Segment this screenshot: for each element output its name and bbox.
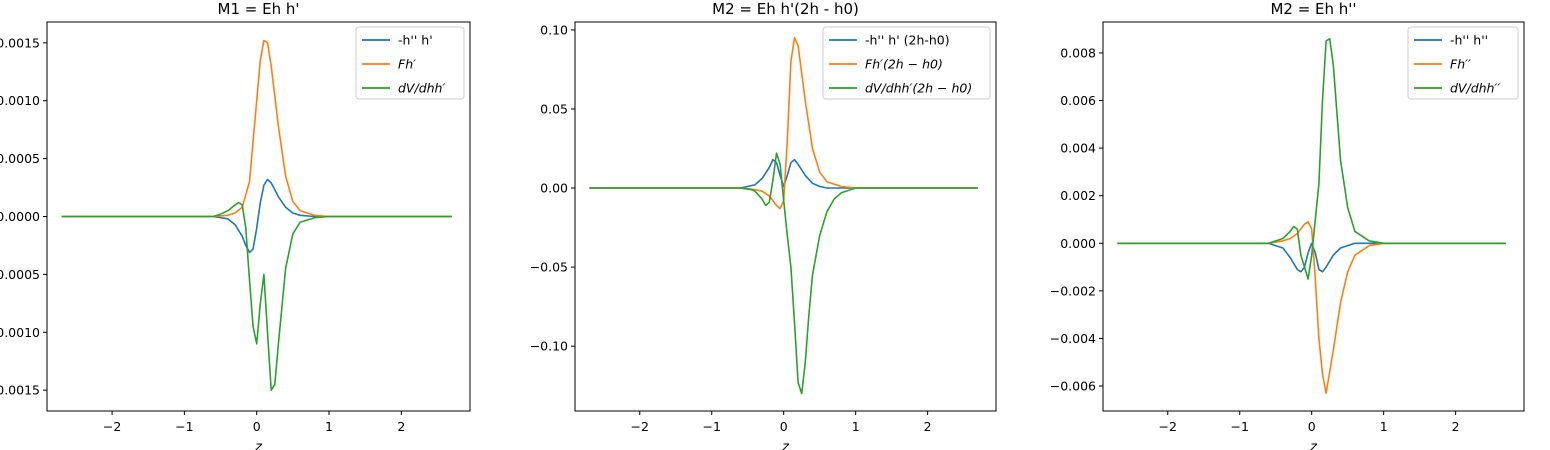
x-tick-label: −1 bbox=[175, 419, 193, 434]
legend-label: Fh′ bbox=[398, 57, 416, 72]
legend-box bbox=[822, 26, 991, 100]
x-tick-label: 2 bbox=[1452, 419, 1460, 434]
x-tick-label: 1 bbox=[1380, 419, 1388, 434]
y-tick-label: 0.002 bbox=[1060, 188, 1096, 203]
legend-box bbox=[355, 26, 465, 100]
chart-title: M1 = Eh h' bbox=[218, 0, 300, 18]
legend: -h'' h' (2h-h0) Fh′(2h − h0) dV/dhh′(2h − … bbox=[822, 26, 991, 100]
y-tick-label: −0.004 bbox=[1050, 331, 1096, 346]
x-tick-label: 0 bbox=[253, 419, 261, 434]
y-tick-label: 0.006 bbox=[1060, 93, 1096, 108]
legend-label: dV/dhh′ bbox=[398, 81, 445, 96]
y-tick-label: 0.0015 bbox=[0, 35, 40, 50]
y-tick-label: 0.00 bbox=[540, 181, 568, 196]
legend-label: -h'' h'' bbox=[1450, 33, 1488, 48]
legend-label: dV/dhh′′ bbox=[1450, 81, 1500, 96]
y-tick-label: −0.0005 bbox=[0, 267, 40, 282]
x-tick-label: −1 bbox=[703, 419, 721, 434]
x-tick-label: −2 bbox=[1159, 419, 1177, 434]
series-line-3 bbox=[589, 152, 978, 395]
legend: -h'' h'' Fh′′ dV/dhh′′ bbox=[1407, 26, 1519, 100]
x-tick-label: 0 bbox=[1308, 419, 1316, 434]
x-tick-label: 1 bbox=[325, 419, 333, 434]
y-tick-label: −0.10 bbox=[530, 339, 568, 354]
x-tick-label: −1 bbox=[1231, 419, 1249, 434]
series-line-1 bbox=[1117, 242, 1506, 273]
x-tick-label: 0 bbox=[780, 419, 788, 434]
series-line-2 bbox=[1117, 221, 1506, 394]
legend-label: dV/dhh′(2h − h0) bbox=[865, 81, 972, 96]
series-line-3 bbox=[1117, 37, 1506, 280]
x-tick-label: 1 bbox=[852, 419, 860, 434]
x-axis-label: z bbox=[781, 440, 790, 450]
x-axis-label: z bbox=[1309, 440, 1318, 450]
y-tick-label: 0.10 bbox=[540, 22, 568, 37]
y-tick-label: −0.0015 bbox=[0, 383, 40, 398]
y-tick-label: −0.05 bbox=[530, 260, 568, 275]
legend-box bbox=[1407, 26, 1519, 100]
legend-label: -h'' h' (2h-h0) bbox=[865, 33, 950, 48]
y-tick-label: 0.008 bbox=[1060, 45, 1096, 60]
series-line-1 bbox=[61, 178, 452, 254]
y-tick-label: 0.0000 bbox=[0, 209, 40, 224]
x-tick-label: 2 bbox=[397, 419, 405, 434]
chart-1: M1 = Eh h' −2 −1 0 1 2 z 0.0015 0.0010 0.0005 0.00… bbox=[0, 0, 471, 450]
x-tick-label: 2 bbox=[924, 419, 932, 434]
series-line-3 bbox=[61, 201, 452, 391]
series-line-2 bbox=[589, 37, 978, 210]
x-tick-label: −2 bbox=[103, 419, 121, 434]
chart-3: M2 = Eh h'' −2 −1 0 1 2 z 0.008 0.006 0.004 0.002 0… bbox=[1050, 0, 1525, 450]
y-tick-label: 0.004 bbox=[1060, 141, 1096, 156]
plot-frame bbox=[574, 21, 997, 412]
y-tick-label: 0.000 bbox=[1060, 236, 1096, 251]
y-tick-label: −0.0010 bbox=[0, 325, 40, 340]
y-tick-label: 0.0010 bbox=[0, 93, 40, 108]
x-tick-label: −2 bbox=[631, 419, 649, 434]
legend: -h'' h' Fh′ dV/dhh′ bbox=[355, 26, 465, 100]
series-line-2 bbox=[61, 39, 452, 218]
chart-2: M2 = Eh h'(2h - h0) −2 −1 0 1 2 z 0.10 0.05 0.00 −… bbox=[530, 0, 997, 450]
y-tick-label: −0.002 bbox=[1050, 283, 1096, 298]
x-axis-label: z bbox=[254, 440, 263, 450]
series-line-1 bbox=[589, 158, 978, 189]
legend-label: Fh′(2h − h0) bbox=[865, 57, 943, 72]
chart-title: M2 = Eh h'(2h - h0) bbox=[712, 0, 859, 18]
y-tick-label: −0.006 bbox=[1050, 379, 1096, 394]
chart-title: M2 = Eh h'' bbox=[1270, 0, 1356, 18]
y-tick-label: 0.05 bbox=[540, 101, 568, 116]
legend-label: -h'' h' bbox=[398, 33, 433, 48]
y-tick-label: 0.0005 bbox=[0, 151, 40, 166]
plot-frame bbox=[1102, 21, 1525, 412]
legend-label: Fh′′ bbox=[1450, 57, 1471, 72]
